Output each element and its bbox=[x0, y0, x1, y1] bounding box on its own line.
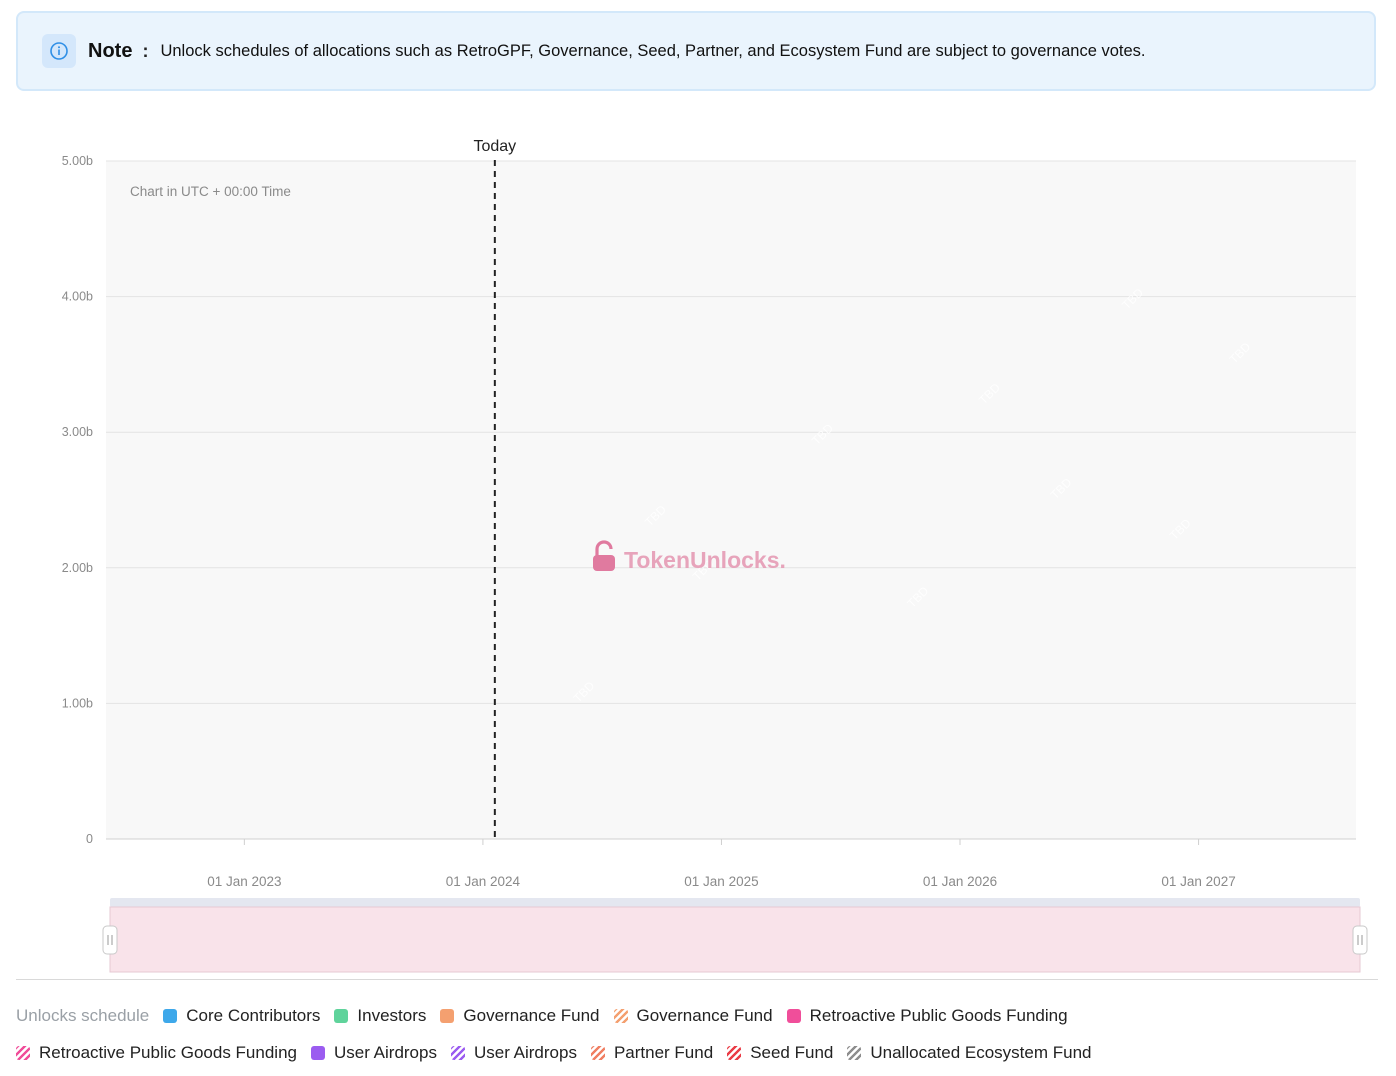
legend-label: Governance Fund bbox=[463, 1006, 600, 1025]
hatched-swatch-icon bbox=[450, 1046, 465, 1060]
legend-label: Core Contributors bbox=[186, 1006, 321, 1025]
y-tick-label: 3.00b bbox=[62, 425, 93, 439]
legend-item[interactable]: Governance Fund bbox=[613, 1006, 773, 1026]
info-icon bbox=[42, 34, 76, 68]
chart-subtitle: Chart in UTC + 00:00 Time bbox=[130, 184, 291, 199]
solid-swatch-icon bbox=[440, 1009, 455, 1023]
legend-label: User Airdrops bbox=[333, 1043, 437, 1062]
navigator-right-handle[interactable] bbox=[1352, 925, 1368, 955]
y-tick-label: 2.00b bbox=[62, 561, 93, 575]
legend-label: Retroactive Public Goods Funding bbox=[39, 1043, 297, 1062]
watermark-logo: TokenUnlocks. bbox=[593, 540, 786, 573]
x-tick-label: 01 Jan 2023 bbox=[207, 874, 281, 889]
y-tick-label: 1.00b bbox=[62, 696, 93, 710]
navigator-left-handle[interactable] bbox=[102, 925, 118, 955]
lock-icon bbox=[595, 540, 613, 556]
x-tick-label: 01 Jan 2027 bbox=[1161, 874, 1235, 889]
solid-swatch-icon bbox=[334, 1009, 349, 1023]
handle-knob[interactable] bbox=[102, 925, 118, 955]
x-tick-label: 01 Jan 2026 bbox=[923, 874, 997, 889]
plot-background bbox=[106, 161, 1356, 839]
hatched-swatch-icon bbox=[16, 1046, 30, 1060]
x-tick-label: 01 Jan 2025 bbox=[684, 874, 758, 889]
lock-body bbox=[593, 555, 615, 571]
legend-row: Retroactive Public Goods Funding User Air… bbox=[16, 1043, 1105, 1063]
x-tick-label: 01 Jan 2024 bbox=[446, 874, 521, 889]
note-colon: : bbox=[142, 40, 149, 61]
legend-item[interactable]: Governance Fund bbox=[440, 1006, 600, 1026]
legend-label: Retroactive Public Goods Funding bbox=[809, 1006, 1068, 1025]
note-text: Unlock schedules of allocations such as … bbox=[160, 41, 1146, 60]
note-title: Note bbox=[88, 39, 133, 62]
legend-label: Governance Fund bbox=[636, 1006, 773, 1025]
legend-item[interactable]: Seed Fund bbox=[727, 1043, 833, 1063]
y-tick-label: 0 bbox=[86, 832, 93, 846]
legend-label: Unallocated Ecosystem Fund bbox=[870, 1043, 1092, 1062]
solid-swatch-icon bbox=[163, 1009, 178, 1023]
today-label: Today bbox=[473, 138, 516, 155]
legend-row: Unlocks schedule Core Contributors Invest… bbox=[16, 1006, 1082, 1026]
watermark-text: TokenUnlocks. bbox=[624, 547, 786, 573]
legend-item[interactable]: Investors bbox=[334, 1006, 426, 1026]
hatched-swatch-icon bbox=[613, 1009, 628, 1023]
solid-swatch-icon bbox=[786, 1009, 801, 1023]
hatched-swatch-icon bbox=[727, 1046, 742, 1060]
legend-item[interactable]: Unallocated Ecosystem Fund bbox=[847, 1043, 1091, 1063]
legend-label: Investors bbox=[357, 1006, 427, 1025]
legend-label: User Airdrops bbox=[473, 1043, 577, 1062]
governance-note-banner: Note : Unlock schedules of allocations s… bbox=[16, 11, 1376, 91]
legend-title: Unlocks schedule bbox=[16, 1006, 150, 1025]
handle-knob[interactable] bbox=[1352, 925, 1368, 955]
legend-label: Partner Fund bbox=[613, 1043, 714, 1062]
legend-item[interactable]: User Airdrops bbox=[450, 1043, 577, 1063]
solid-swatch-icon bbox=[310, 1046, 325, 1060]
navigator-selection[interactable] bbox=[109, 906, 1361, 973]
legend-item[interactable]: Core Contributors bbox=[163, 1006, 320, 1026]
y-tick-label: 5.00b bbox=[62, 154, 93, 168]
range-navigator[interactable] bbox=[102, 898, 1368, 973]
legend-label: Seed Fund bbox=[750, 1043, 834, 1062]
legend-item[interactable]: User Airdrops bbox=[310, 1043, 437, 1063]
hatched-swatch-icon bbox=[847, 1046, 862, 1060]
legend-item[interactable]: Partner Fund bbox=[590, 1043, 714, 1063]
y-tick-label: 4.00b bbox=[62, 290, 93, 304]
legend-divider bbox=[16, 979, 1378, 980]
navigator-scrollbar[interactable] bbox=[110, 898, 1360, 907]
legend-item[interactable]: Retroactive Public Goods Funding bbox=[786, 1006, 1068, 1026]
hatched-swatch-icon bbox=[590, 1046, 605, 1060]
legend-item[interactable]: Retroactive Public Goods Funding bbox=[16, 1043, 297, 1063]
